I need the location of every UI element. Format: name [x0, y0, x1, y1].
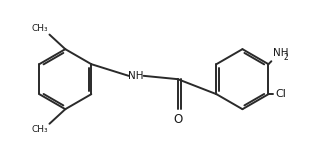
Text: Cl: Cl: [275, 89, 286, 99]
Text: O: O: [173, 112, 182, 126]
Text: NH: NH: [128, 71, 144, 81]
Text: NH: NH: [273, 48, 289, 58]
Text: 2: 2: [284, 53, 288, 62]
Text: CH₃: CH₃: [31, 125, 48, 134]
Text: CH₃: CH₃: [31, 24, 48, 33]
